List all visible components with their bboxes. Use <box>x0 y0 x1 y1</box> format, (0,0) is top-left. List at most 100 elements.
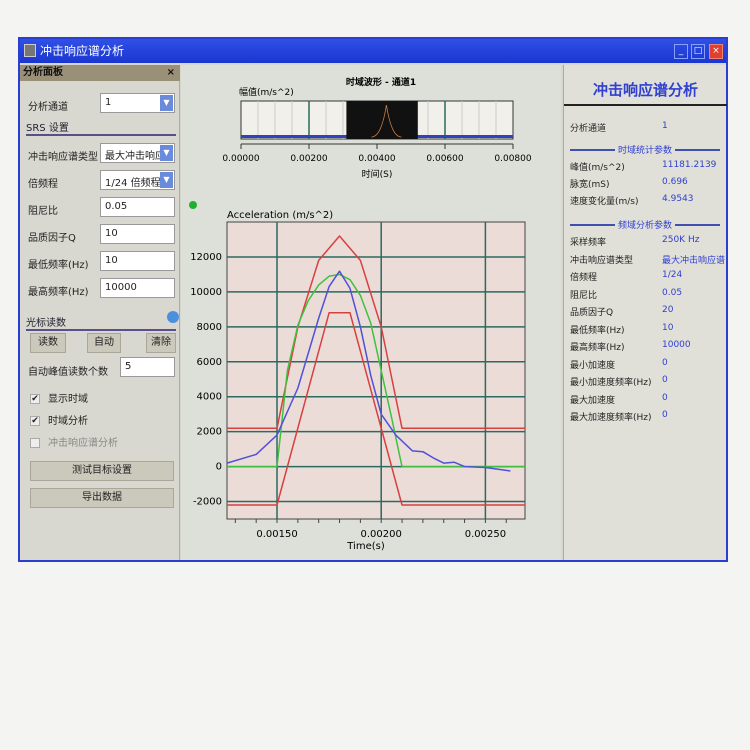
result-value: 10 <box>662 322 674 333</box>
overview-selection[interactable] <box>346 101 418 139</box>
y-tick-label: 10000 <box>190 287 222 298</box>
panel-title: 分析面板 <box>23 67 63 78</box>
result-row: 最大加速度 0 <box>570 393 725 407</box>
result-value: 1/24 <box>662 270 683 280</box>
upper-tolerance-line <box>227 235 525 429</box>
result-value: 0 <box>662 410 668 420</box>
result-value: 0.05 <box>662 287 683 298</box>
panel-header: 分析面板 × <box>20 65 180 81</box>
window-title: 冲击响应谱分析 <box>40 44 125 58</box>
read-button[interactable]: 读数 <box>30 333 66 353</box>
result-key: 分析通道 <box>570 124 607 134</box>
y-tick-label: 6000 <box>197 357 222 368</box>
result-value: 250K Hz <box>662 235 700 245</box>
reference-pulse-line <box>227 273 525 468</box>
section-label: 频域分析参数 <box>614 221 675 231</box>
result-key: 冲击响应谱类型 <box>570 255 634 266</box>
app-window: 冲击响应谱分析 _ □ × 分析面板 × 分析通道 1 ▼ SRS 设置 冲击响应谱… <box>18 37 728 562</box>
time-stats-heading: 时域统计参数 <box>570 143 720 156</box>
y-tick-label: 2000 <box>197 427 222 438</box>
auto-peak-input[interactable]: 5 <box>120 357 175 377</box>
checkbox[interactable]: ✔ 显示时域 <box>30 390 88 405</box>
result-row: 最小加速度频率(Hz) 0 <box>570 375 725 389</box>
result-key: 最大加速度频率(Hz) <box>570 413 652 423</box>
field-input[interactable]: 10 <box>100 251 175 271</box>
y-tick-label: 8000 <box>197 322 222 333</box>
result-row: 最高频率(Hz) 10000 <box>570 340 725 354</box>
chevron-down-icon[interactable]: ▼ <box>160 95 173 111</box>
field-select[interactable]: 1/24 倍频程 ▼ <box>100 170 175 190</box>
checkbox-label: 冲击响应谱分析 <box>48 438 118 449</box>
auto-peak-label: 自动峰值读数个数 <box>28 367 108 378</box>
chevron-down-icon[interactable]: ▼ <box>160 145 173 161</box>
checkbox-box[interactable]: ✔ <box>30 394 40 404</box>
checkbox-box[interactable] <box>30 438 40 448</box>
panel-close-button[interactable]: × <box>166 67 175 78</box>
overview-xlabel: 时间(S) <box>362 168 393 180</box>
field-input[interactable]: 0.05 <box>100 197 175 217</box>
result-key: 采样频率 <box>570 238 607 248</box>
section-label: 时域统计参数 <box>614 146 675 156</box>
field-select[interactable]: 最大冲击响应 ▼ <box>100 143 175 163</box>
result-value: 最大冲击响应谱 <box>662 255 726 266</box>
target-settings-button[interactable]: 测试目标设置 <box>30 461 174 481</box>
result-key: 最大加速度 <box>570 395 616 406</box>
result-value: 1 <box>662 121 668 131</box>
result-value: 0 <box>662 392 668 403</box>
result-value: 0 <box>662 357 668 368</box>
channel-select[interactable]: 1 ▼ <box>100 93 175 113</box>
field-label: 品质因子Q <box>28 233 76 244</box>
results-title: 冲击响应谱分析 <box>564 79 727 106</box>
checkbox-box[interactable]: ✔ <box>30 416 40 426</box>
chevron-down-icon[interactable]: ▼ <box>160 172 173 188</box>
overview-xtick-label: 0.00800 <box>494 154 531 164</box>
field-input[interactable]: 10000 <box>100 278 175 298</box>
minimize-button[interactable]: _ <box>674 44 688 59</box>
x-tick-label: 0.00200 <box>361 529 402 540</box>
maximize-button[interactable]: □ <box>691 44 705 59</box>
close-button[interactable]: × <box>709 44 723 59</box>
field-value: 1/24 倍频程 <box>105 178 161 189</box>
checkbox[interactable]: ✔ 时域分析 <box>30 412 88 427</box>
result-row: 最低频率(Hz) 10 <box>570 323 725 337</box>
result-key: 脉宽(mS) <box>570 180 610 190</box>
measured-signal-line <box>226 270 511 472</box>
x-tick-label: 0.00150 <box>256 529 297 540</box>
results-panel: 冲击响应谱分析 分析通道 1 时域统计参数峰值(m/s^2) 11181.2139 脉宽… <box>563 65 727 560</box>
overview-xtick-label: 0.00400 <box>358 154 395 164</box>
result-value: 10000 <box>662 340 691 350</box>
result-row: 阻尼比 0.05 <box>570 288 725 302</box>
field-label: 最低频率(Hz) <box>28 260 89 271</box>
result-key: 阻尼比 <box>570 290 598 301</box>
x-tick-label: 0.00250 <box>465 529 506 540</box>
result-key: 品质因子Q <box>570 308 614 318</box>
checkbox-label: 显示时域 <box>48 394 88 405</box>
y-tick-label: -2000 <box>193 497 222 508</box>
overview-title: 时域波形 - 通道1 <box>346 76 416 88</box>
result-row: 峰值(m/s^2) 11181.2139 <box>570 160 725 174</box>
status-indicator <box>189 201 197 209</box>
field-label: 倍频程 <box>28 179 58 190</box>
clear-button[interactable]: 清除 <box>146 333 176 353</box>
result-key: 倍频程 <box>570 273 598 283</box>
overview-chart[interactable]: 时域波形 - 通道1 幅值(m/s^2) 0.00000 0.00200 0.00400… <box>181 65 561 195</box>
overview-xtick-label: 0.00600 <box>426 154 463 164</box>
result-key: 最低频率(Hz) <box>570 325 625 336</box>
result-value: 20 <box>662 305 674 315</box>
acceleration-chart[interactable]: Acceleration (m/s^2) 12000 10000 8000 6000 40… <box>181 195 561 560</box>
field-input[interactable]: 10 <box>100 224 175 244</box>
result-row: 最小加速度 0 <box>570 358 725 372</box>
result-row: 脉宽(mS) 0.696 <box>570 177 725 191</box>
checkbox-label: 时域分析 <box>48 416 88 427</box>
auto-button[interactable]: 自动 <box>87 333 121 353</box>
export-data-button[interactable]: 导出数据 <box>30 488 174 508</box>
result-row: 冲击响应谱类型 最大冲击响应谱 <box>570 253 725 267</box>
result-key: 峰值(m/s^2) <box>570 163 625 173</box>
checkbox[interactable]: 冲击响应谱分析 <box>30 434 118 449</box>
y-axis-label: Acceleration (m/s^2) <box>227 210 333 221</box>
field-value: 10 <box>105 228 118 239</box>
channel-value: 1 <box>105 97 112 108</box>
lower-tolerance-line <box>227 312 525 506</box>
splitter-handle[interactable] <box>167 311 179 323</box>
result-value: 0 <box>662 375 668 385</box>
